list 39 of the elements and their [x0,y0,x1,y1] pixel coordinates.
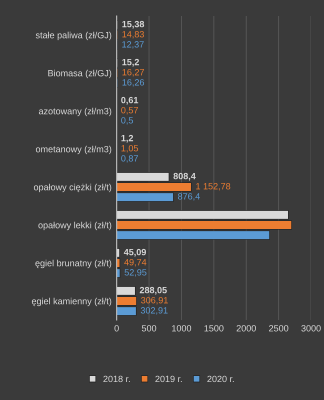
y-tick-label: ęgiel brunatny (zł/t) [35,260,112,268]
data-label: 1,05 [122,145,138,152]
data-label: 302,91 [140,307,168,315]
x-tick-label: 0 [114,325,119,332]
data-label: 1,2 [121,134,134,143]
data-label: 12,37 [122,41,144,49]
x-tick-label: 1000 [172,325,192,332]
y-tick-label: ęgiel kamienny (zł/t) [32,298,112,306]
data-label: 14,83 [122,31,144,38]
x-tick-label: 2000 [236,325,256,332]
x-tick-label: 500 [142,325,156,332]
data-label: 0,5 [121,117,134,125]
y-tick-label: stałe paliwa (zł/GJ) [36,32,112,40]
data-label: 306,91 [141,297,168,304]
data-label: 0,57 [121,107,138,114]
x-tick-label: 3000 [301,325,321,332]
data-label: 876,4 [178,193,200,201]
legend-label: 2018 r. [103,376,130,382]
legend-label: 2019 r. [155,376,182,382]
data-label: 49,74 [124,259,146,266]
x-tick-label: 2500 [269,325,288,332]
data-label: 808,4 [173,172,196,181]
data-label: 16,27 [122,69,144,76]
data-label: 1 152,78 [196,183,230,190]
data-label: 15,38 [122,20,144,29]
y-tick-label: azotowany (zł/m3) [38,108,112,116]
y-tick-label: ometanowy (zł/m3) [36,146,112,154]
data-label: 0,61 [121,96,138,105]
data-label: 45,09 [124,248,146,257]
data-label: 0,87 [121,155,138,163]
x-tick-label: 1500 [204,325,224,332]
data-label: 15,2 [122,58,139,67]
data-label: 52,95 [124,269,146,277]
y-tick-label: opałowy ciężki (zł/t) [34,184,112,192]
data-label: 16,26 [122,79,144,87]
data-label: 288,05 [140,286,167,295]
legend-label: 2020 r. [207,376,234,382]
y-tick-label: Biomasa (zł/GJ) [48,70,112,78]
y-tick-label: opałowy lekki (zł/t) [38,222,112,230]
